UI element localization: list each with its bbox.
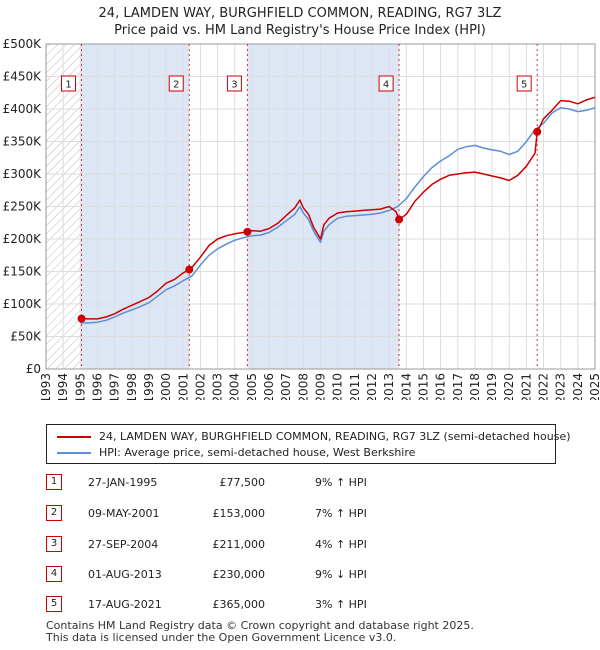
x-tick-label: 2023: [554, 373, 568, 400]
y-tick-label: £150K: [3, 265, 43, 279]
sale-label-box: [516, 75, 532, 92]
transaction-number: 2: [46, 505, 62, 521]
sale-label: 2: [173, 80, 179, 91]
plot-frame: [45, 43, 596, 370]
x-tick-label: 2016: [434, 373, 448, 400]
transaction-price: £153,000: [212, 507, 266, 520]
y-tick-label: £50K: [10, 330, 42, 344]
transaction-hpi-diff: 3% ↑ HPI: [315, 598, 367, 611]
footer-copyright: Contains HM Land Registry data © Crown c…: [46, 619, 474, 632]
transaction-hpi-diff: 7% ↑ HPI: [315, 507, 367, 520]
x-tick-label: 2005: [245, 373, 259, 400]
transaction-price: £211,000: [212, 538, 266, 551]
x-tick-label: 2024: [571, 373, 585, 400]
x-tick-label: 2011: [348, 373, 362, 400]
hpi-line: [80, 106, 596, 324]
x-tick-label: 2009: [314, 373, 328, 400]
x-tick-label: 2010: [331, 373, 345, 400]
x-tick-label: 2003: [211, 373, 225, 400]
transaction-hpi-diff: 4% ↑ HPI: [315, 538, 367, 551]
transaction-date: 27-JAN-1995: [88, 476, 158, 489]
x-tick-label: 2002: [193, 373, 207, 400]
transaction-hpi-diff: 9% ↑ HPI: [315, 476, 367, 489]
transaction-date: 27-SEP-2004: [88, 538, 159, 551]
transaction-price: £230,000: [212, 568, 266, 581]
x-tick-label: 1999: [142, 373, 156, 400]
legend-swatch-property: [57, 436, 91, 438]
sale-label-box: [378, 75, 394, 92]
y-tick-label: £100K: [3, 297, 43, 311]
chart-title: 24, LAMDEN WAY, BURGHFIELD COMMON, READI…: [98, 6, 502, 21]
y-tick-label: £200K: [3, 232, 43, 246]
sale-label: 1: [65, 80, 71, 91]
transaction-date: 09-MAY-2001: [88, 507, 160, 520]
y-tick-label: £500K: [3, 37, 43, 51]
x-tick-label: 1997: [108, 373, 122, 400]
footer-licence: This data is licensed under the Open Gov…: [46, 631, 397, 644]
y-tick-label: £300K: [3, 167, 43, 181]
legend-label-property: 24, LAMDEN WAY, BURGHFIELD COMMON, READI…: [99, 430, 571, 443]
sale-point: [243, 227, 252, 236]
sale-label-box: [168, 75, 184, 92]
transaction-price: £365,000: [212, 598, 266, 611]
sale-label: 4: [383, 80, 389, 91]
sale-point: [395, 215, 404, 224]
sale-label: 5: [521, 80, 527, 91]
legend-label-hpi: HPI: Average price, semi-detached house,…: [99, 446, 416, 459]
x-tick-label: 2012: [365, 373, 379, 400]
transaction-hpi-diff: 9% ↓ HPI: [315, 568, 367, 581]
transaction-date: 01-AUG-2013: [88, 568, 162, 581]
legend: 24, LAMDEN WAY, BURGHFIELD COMMON, READI…: [46, 424, 571, 464]
transaction-number: 5: [46, 596, 62, 612]
x-tick-label: 2015: [416, 373, 430, 400]
chart-subtitle: Price paid vs. HM Land Registry's House …: [114, 23, 486, 38]
x-tick-label: 2018: [468, 373, 482, 400]
x-tick-label: 2013: [382, 373, 396, 400]
x-tick-label: 1996: [90, 373, 104, 400]
legend-swatch-hpi: [57, 452, 91, 454]
x-tick-label: 2022: [537, 373, 551, 400]
y-tick-label: £350K: [3, 135, 43, 149]
x-tick-label: 2008: [296, 373, 310, 400]
price-chart: £0 £50K £100K £150K £200K £250K £300K £350K £400…: [3, 37, 600, 400]
transaction-price: £77,500: [219, 476, 266, 489]
x-tick-label: 2001: [176, 373, 190, 400]
x-tick-label: 1998: [125, 373, 139, 400]
y-tick-label: £400K: [3, 102, 43, 116]
x-tick-label: 2014: [399, 373, 413, 400]
x-tick-label: 2000: [159, 373, 173, 400]
transaction-number: 3: [46, 536, 62, 552]
transaction-number: 1: [46, 474, 62, 490]
x-tick-label: 2006: [262, 373, 276, 400]
x-tick-label: 1995: [73, 373, 87, 400]
x-tick-label: 2025: [588, 373, 600, 400]
sale-label: 3: [231, 80, 237, 91]
x-tick-label: 2017: [451, 373, 465, 400]
x-tick-label: 2007: [279, 373, 293, 400]
x-tick-label: 2004: [228, 373, 242, 400]
y-tick-label: £450K: [3, 70, 43, 84]
sale-label-box: [61, 75, 77, 92]
sale-point: [185, 265, 194, 274]
x-tick-label: 2020: [502, 373, 516, 400]
sale-point: [77, 314, 86, 323]
y-tick-label: £250K: [3, 200, 43, 214]
x-tick-label: 1993: [39, 373, 53, 400]
transaction-number: 4: [46, 566, 62, 582]
property-price-line: [81, 96, 596, 320]
plot-area: £0 £50K £100K £150K £200K £250K £300K £350K £400…: [3, 37, 600, 400]
x-tick-label: 2021: [519, 373, 533, 400]
y-tick-label: £0: [26, 362, 41, 376]
transaction-date: 17-AUG-2021: [88, 598, 162, 611]
x-tick-label: 1994: [56, 373, 70, 400]
x-tick-label: 2019: [485, 373, 499, 400]
sale-label-box: [226, 75, 242, 92]
sale-point: [533, 127, 542, 136]
